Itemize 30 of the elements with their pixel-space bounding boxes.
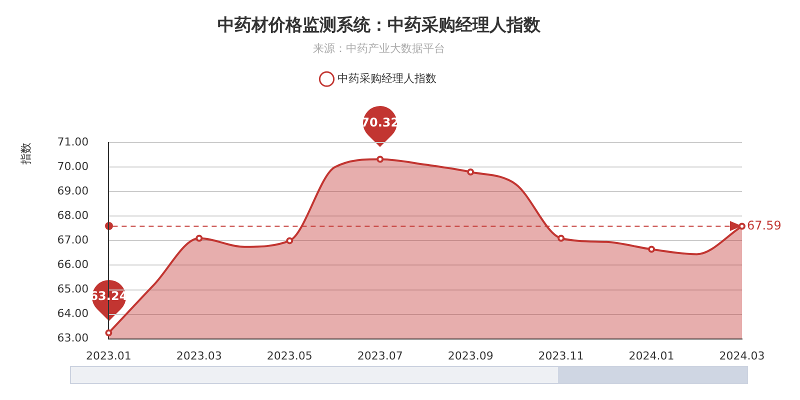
y-tick-label: 68.00 xyxy=(57,209,89,222)
point xyxy=(648,246,656,253)
point xyxy=(196,234,203,242)
y-tick-label: 64.00 xyxy=(57,307,89,320)
y-tick-label: 65.00 xyxy=(57,282,89,296)
chart-title: 中药材价格监测系统：中药采购经理人指数 xyxy=(218,16,542,36)
x-tick-label: 2023.01 xyxy=(86,349,132,362)
x-tick-label: 2024.01 xyxy=(628,349,674,362)
x-tick-label: 2023.07 xyxy=(357,349,403,362)
x-tick-label: 2023.05 xyxy=(266,349,312,362)
y-tick-label: 63.00 xyxy=(57,332,89,345)
x-tick-label: 2023.09 xyxy=(448,349,494,362)
point xyxy=(558,234,565,242)
y-tick-label: 70.00 xyxy=(57,160,89,173)
y-tick-label: 71.00 xyxy=(57,135,89,148)
point xyxy=(376,156,384,163)
point xyxy=(467,168,474,176)
chart-subtitle: 来源：中药产业大数据平台 xyxy=(313,42,445,55)
point xyxy=(286,237,294,244)
y-tick-label: 67.00 xyxy=(57,234,89,247)
point xyxy=(105,329,112,336)
y-tick-label: 66.00 xyxy=(57,258,89,272)
y-axis-title: 指数 xyxy=(19,142,32,166)
y-tick-label: 69.00 xyxy=(57,184,89,198)
legend-label: 中药采购经理人指数 xyxy=(337,72,436,85)
x-tick-label: 2024.03 xyxy=(719,349,765,362)
ref-line-label: 67.59 xyxy=(747,218,782,232)
x-tick-label: 2023.03 xyxy=(176,349,222,362)
point xyxy=(738,222,746,230)
x-tick-label: 2023.11 xyxy=(538,349,584,362)
